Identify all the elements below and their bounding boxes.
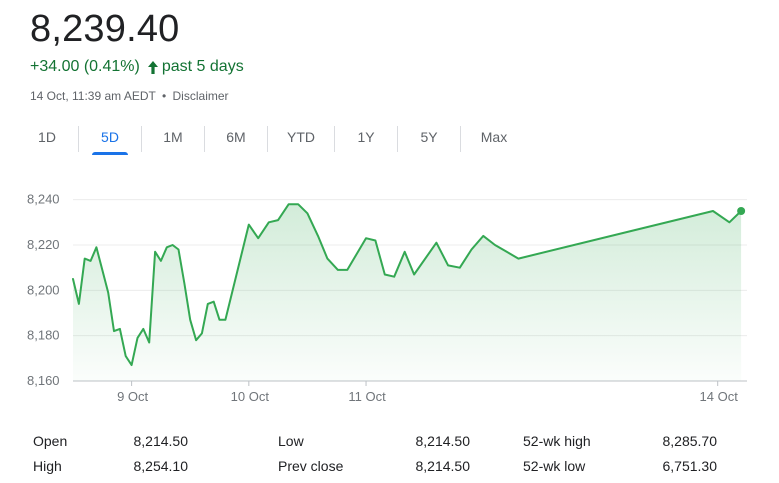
x-tick-label: 11 Oct	[348, 389, 386, 404]
current-price: 8,239.40	[30, 8, 180, 50]
y-tick-label: 8,200	[27, 282, 60, 297]
quote-meta: 14 Oct, 11:39 am AEDT • Disclaimer	[30, 88, 229, 104]
tab-1d[interactable]: 1D	[38, 129, 56, 145]
stat-label-52wk-low: 52-wk low	[523, 458, 586, 474]
range-tabs: 1D 5D 1M 6M YTD 1Y 5Y Max	[16, 122, 527, 156]
stat-value-prev-close: 8,214.50	[415, 458, 471, 474]
stat-label-high: High	[33, 458, 62, 474]
stats-row: High 8,254.10 Prev close 8,214.50 52-wk …	[0, 453, 779, 479]
stats-table: Open 8,214.50 Low 8,214.50 52-wk high 8,…	[0, 428, 779, 478]
stat-label-low: Low	[278, 433, 304, 449]
stat-value-low: 8,214.50	[415, 433, 471, 449]
change-period: past 5 days	[161, 58, 244, 75]
price-change: +34.00 (0.41%) past 5 days	[30, 56, 244, 78]
timestamp: 14 Oct, 11:39 am AEDT	[30, 89, 156, 103]
tab-max[interactable]: Max	[480, 129, 508, 145]
tab-divider	[204, 126, 205, 152]
last-point-marker	[737, 207, 746, 215]
price-chart[interactable]: 8,240 8,220 8,200 8,180 8,160 9 Oct 10 Oct 11 O…	[0, 175, 779, 415]
tab-ytd[interactable]: YTD	[287, 129, 315, 145]
tab-6m[interactable]: 6M	[226, 129, 246, 145]
x-tick-label: 9 Oct	[117, 389, 148, 404]
y-tick-label: 8,160	[27, 373, 60, 388]
tab-5d[interactable]: 5D	[79, 122, 141, 152]
tab-divider	[267, 126, 268, 152]
x-tick-label: 14 Oct	[700, 389, 739, 404]
tab-divider	[460, 126, 461, 152]
stats-row: Open 8,214.50 Low 8,214.50 52-wk high 8,…	[0, 428, 779, 454]
price-chart-svg[interactable]: 8,240 8,220 8,200 8,180 8,160 9 Oct 10 Oct 11 O…	[0, 175, 779, 415]
tab-divider	[397, 126, 398, 152]
stat-label-open: Open	[33, 433, 68, 449]
y-tick-label: 8,220	[27, 237, 60, 252]
change-value: +34.00 (0.41%)	[30, 58, 140, 75]
stat-value-52wk-high: 8,285.70	[662, 433, 718, 449]
tab-1y[interactable]: 1Y	[357, 129, 375, 145]
tab-divider	[334, 126, 335, 152]
series-line	[72, 203, 743, 367]
stat-value-52wk-low: 6,751.30	[662, 458, 718, 474]
stat-value-high: 8,254.10	[133, 458, 189, 474]
tab-5y[interactable]: 5Y	[420, 129, 438, 145]
meta-separator: •	[161, 89, 167, 103]
arrow-up-icon	[146, 59, 160, 75]
stat-label-52wk-high: 52-wk high	[523, 433, 591, 449]
stat-label-prev-close: Prev close	[278, 458, 344, 474]
x-tick-label: 10 Oct	[231, 389, 270, 404]
disclaimer-link[interactable]: Disclaimer	[172, 89, 229, 103]
tab-divider	[141, 126, 142, 152]
area-fill	[73, 204, 742, 381]
y-tick-label: 8,180	[27, 328, 60, 343]
y-tick-label: 8,240	[27, 192, 60, 207]
stat-value-open: 8,214.50	[133, 433, 189, 449]
tab-1m[interactable]: 1M	[163, 129, 183, 145]
